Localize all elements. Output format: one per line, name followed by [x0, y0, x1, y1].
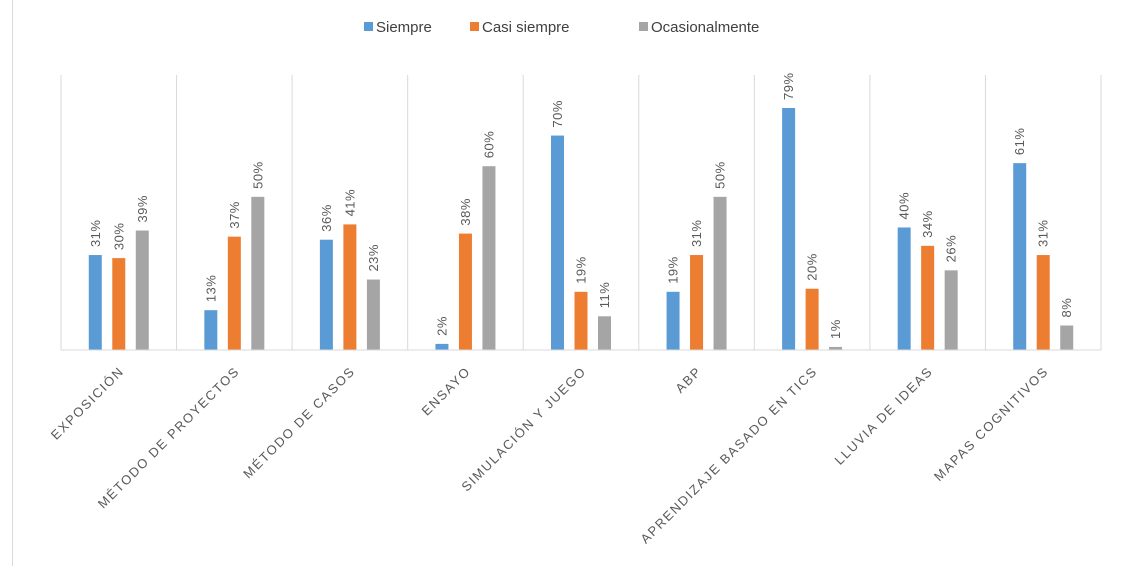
data-label-casi-siempre-simulacion-y-juego: 19% [574, 256, 589, 284]
data-label-casi-siempre-exposicion: 30% [111, 223, 126, 251]
data-label-ocasionalmente-lluvia-de-ideas: 26% [944, 235, 959, 263]
data-label-siempre-metodo-de-casos: 36% [319, 204, 334, 232]
bar-casi-siempre-simulacion-y-juego [574, 291, 588, 350]
bar-siempre-lluvia-de-ideas [897, 227, 911, 350]
bar-siempre-aprendizaje-basado-en-tics [782, 108, 796, 350]
bar-siempre-simulacion-y-juego [551, 135, 564, 350]
tick-label-aprendizaje-basado-en-tics: APRENDIZAJE BASADO EN TICS [637, 364, 820, 547]
data-label-siempre-exposicion: 31% [88, 220, 103, 248]
bar-ocasionalmente-aprendizaje-basado-en-tics [829, 346, 843, 350]
data-label-ocasionalmente-metodo-de-casos: 23% [366, 244, 381, 272]
data-label-siempre-lluvia-de-ideas: 40% [897, 192, 912, 220]
legend-swatch-casi-siempre [470, 22, 479, 31]
data-label-ocasionalmente-abp: 50% [713, 161, 728, 189]
data-label-casi-siempre-metodo-de-casos: 41% [342, 189, 357, 217]
bar-casi-siempre-exposicion [112, 258, 126, 350]
data-label-siempre-abp: 19% [666, 256, 681, 284]
bar-casi-siempre-metodo-de-proyectos [227, 236, 241, 350]
bar-ocasionalmente-abp [713, 196, 727, 350]
bar-ocasionalmente-metodo-de-proyectos [251, 196, 265, 350]
bar-casi-siempre-mapas-cognitivos [1036, 255, 1050, 350]
bar-ocasionalmente-mapas-cognitivos [1060, 325, 1074, 350]
bar-casi-siempre-metodo-de-casos [343, 224, 357, 350]
data-label-ocasionalmente-simulacion-y-juego: 11% [597, 282, 612, 309]
tick-label-exposicion: EXPOSICIÓN [48, 364, 127, 443]
data-label-ocasionalmente-exposicion: 39% [135, 195, 150, 223]
tick-label-mapas-cognitivos: MAPAS COGNITIVOS [931, 364, 1051, 484]
bar-chart: Siempre Casi siempre Ocasionalmente 31% 30%… [48, 19, 1102, 547]
bar-siempre-metodo-de-casos [319, 239, 333, 350]
data-label-ocasionalmente-metodo-de-proyectos: 50% [250, 161, 265, 189]
tick-label-ensayo: ENSAYO [419, 364, 474, 419]
data-label-casi-siempre-aprendizaje-basado-en-tics: 20% [805, 253, 820, 281]
bar-siempre-mapas-cognitivos [1013, 163, 1027, 350]
data-label-casi-siempre-ensayo: 38% [458, 198, 473, 226]
bar-ocasionalmente-metodo-de-casos [366, 279, 380, 350]
data-label-siempre-ensayo: 2% [434, 316, 449, 336]
data-label-ocasionalmente-ensayo: 60% [481, 131, 496, 159]
data-label-ocasionalmente-aprendizaje-basado-en-tics: 1% [828, 319, 843, 339]
legend: Siempre Casi siempre Ocasionalmente [364, 19, 759, 36]
category-dividers [60, 75, 1102, 350]
bar-siempre-exposicion [88, 255, 102, 350]
bar-siempre-ensayo [435, 343, 449, 350]
bar-ocasionalmente-simulacion-y-juego [598, 316, 611, 350]
legend-swatch-ocasionalmente [639, 22, 648, 31]
data-label-casi-siempre-mapas-cognitivos: 31% [1036, 220, 1051, 248]
data-label-siempre-mapas-cognitivos: 61% [1012, 128, 1027, 156]
tick-label-metodo-de-proyectos: MÉTODO DE PROYECTOS [95, 364, 243, 512]
data-label-casi-siempre-metodo-de-proyectos: 37% [227, 201, 242, 229]
data-label-siempre-simulacion-y-juego: 70% [550, 100, 565, 128]
bar-casi-siempre-aprendizaje-basado-en-tics [805, 288, 819, 350]
bar-siempre-abp [666, 291, 680, 350]
tick-label-lluvia-de-ideas: LLUVIA DE IDEAS [832, 364, 936, 468]
legend-label-ocasionalmente: Ocasionalmente [651, 19, 759, 36]
tick-label-simulacion-y-juego: SIMULACIÓN Y JUEGO [458, 364, 589, 495]
data-label-casi-siempre-abp: 31% [689, 220, 704, 248]
legend-label-casi-siempre: Casi siempre [482, 19, 570, 36]
bar-casi-siempre-lluvia-de-ideas [921, 245, 935, 350]
bar-ocasionalmente-lluvia-de-ideas [944, 270, 958, 350]
data-label-siempre-aprendizaje-basado-en-tics: 79% [781, 72, 796, 100]
legend-label-siempre: Siempre [376, 19, 432, 36]
data-label-casi-siempre-lluvia-de-ideas: 34% [920, 210, 935, 238]
data-label-siempre-metodo-de-proyectos: 13% [203, 275, 218, 303]
data-labels: 31% 30% 39% 13% 37% 50% 36% 41% 23% 2% 38% 60% 70% 19… [88, 72, 1074, 338]
chart-frame: Siempre Casi siempre Ocasionalmente 31% 30%… [12, 0, 1125, 566]
bar-casi-siempre-abp [690, 255, 704, 350]
legend-swatch-siempre [364, 22, 373, 31]
tick-label-abp: ABP [672, 364, 704, 396]
data-label-ocasionalmente-mapas-cognitivos: 8% [1059, 298, 1074, 318]
bar-siempre-metodo-de-proyectos [204, 310, 218, 350]
bars [88, 108, 1074, 350]
bar-ocasionalmente-exposicion [135, 230, 149, 350]
tick-label-metodo-de-casos: MÉTODO DE CASOS [240, 364, 358, 482]
bar-ocasionalmente-ensayo [482, 166, 496, 350]
bar-casi-siempre-ensayo [458, 233, 472, 350]
